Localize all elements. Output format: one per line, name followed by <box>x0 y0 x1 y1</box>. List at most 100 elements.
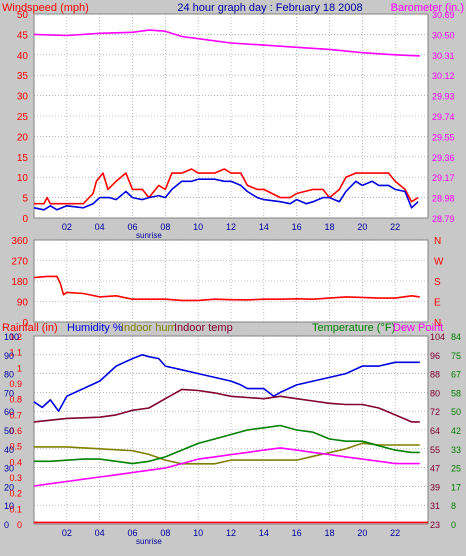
p3-rain-tick: 0.9 <box>9 379 22 389</box>
p3-legend-temperature: Temperature (°F) <box>312 322 395 334</box>
p3-humidity-tick: 90 <box>4 351 14 361</box>
p3-humidity-tick: 20 <box>4 482 14 492</box>
p3-x-tick-label: 02 <box>62 528 72 538</box>
p1-y-right-tick: 28.98 <box>432 194 455 204</box>
p1-y-left-tick: 45 <box>17 30 29 41</box>
p1-y-left-tick: 35 <box>17 71 29 82</box>
p2-y-left-tick: 360 <box>11 236 28 247</box>
p1-y-left-tick: 50 <box>17 10 29 21</box>
p3-legend-indoor-temp: Indoor temp <box>174 322 233 334</box>
p3-temp-tick: 33 <box>451 445 461 455</box>
p3-rain-label: Rainfall (in) <box>2 322 58 334</box>
p3-x-tick-label: 08 <box>160 528 170 538</box>
p3-temp-tick: 58 <box>451 388 461 398</box>
p3-rain-tick: 0.6 <box>9 426 22 436</box>
p3-x-tick-label: 18 <box>324 528 334 538</box>
p3-rain-tick: 1.2 <box>9 332 22 342</box>
p1-x-tick-label: 08 <box>160 222 170 232</box>
p1-y-right-tick: 30.12 <box>432 71 455 81</box>
p1-y-right-tick: 29.17 <box>432 173 455 183</box>
p2-y-left-tick: 90 <box>17 298 29 309</box>
p3-temp-tick: 25 <box>451 464 461 474</box>
p3-temp-tick: 0 <box>451 520 456 530</box>
p2-y-right-tick: N <box>434 236 441 247</box>
p3-sunrise-label: sunrise <box>136 537 162 546</box>
p3-indoor-temp-tick: 80 <box>430 388 440 398</box>
p1-y-right-tick: 28.79 <box>432 214 455 224</box>
p3-indoor-temp-tick: 88 <box>430 370 440 380</box>
p1-x-tick-label: 02 <box>62 222 72 232</box>
p1-x-tick-label: 14 <box>259 222 269 232</box>
p1-title: 24 hour graph day : February 18 2008 <box>177 2 362 14</box>
p1-y-left-tick: 5 <box>22 194 28 205</box>
p3-humidity-tick: 50 <box>4 426 14 436</box>
p3-rain-tick: 0 <box>17 520 22 530</box>
p3-rain-tick: 1.1 <box>9 348 22 358</box>
p1-y-right-tick: 30.50 <box>432 30 455 40</box>
p1-x-tick-label: 20 <box>357 222 367 232</box>
p1-x-tick-label: 12 <box>226 222 236 232</box>
p3-indoor-temp-tick: 23 <box>430 520 440 530</box>
p3-rain-tick: 0.4 <box>9 457 22 467</box>
p1-y-left-tick: 30 <box>17 92 29 103</box>
p3-rain-tick: 0.3 <box>9 473 22 483</box>
p1-y-right-tick: 29.93 <box>432 92 455 102</box>
p3-temp-tick: 50 <box>451 407 461 417</box>
p3-legend-indoor-hum: Indoor hum <box>121 322 177 334</box>
p1-y-right-tick: 30.31 <box>432 51 455 61</box>
p3-humidity-tick: 70 <box>4 388 14 398</box>
p3-humidity-tick: 40 <box>4 445 14 455</box>
p2-y-right-tick: E <box>434 298 441 309</box>
p3-indoor-temp-tick: 39 <box>430 482 440 492</box>
p3-rain-tick: 0.8 <box>9 395 22 405</box>
p3-humidity-tick: 80 <box>4 370 14 380</box>
p2-y-left-tick: 0 <box>22 318 28 329</box>
p3-x-tick-label: 22 <box>390 528 400 538</box>
p1-x-tick-label: 18 <box>324 222 334 232</box>
p3-series-line <box>33 353 420 413</box>
p3-humidity-tick: 100 <box>4 332 19 342</box>
p3-temp-tick: 75 <box>451 351 461 361</box>
p1-x-tick-label: 04 <box>95 222 105 232</box>
p3-x-tick-label: 10 <box>193 528 203 538</box>
p3-rain-tick: 0.2 <box>9 489 22 499</box>
p1-x-tick-label: 06 <box>127 222 137 232</box>
p3-temp-tick: 42 <box>451 426 461 436</box>
p3-series-line <box>33 447 420 487</box>
p3-humidity-tick: 60 <box>4 407 14 417</box>
p3-temp-tick: 84 <box>451 332 461 342</box>
p3-x-tick-label: 20 <box>357 528 367 538</box>
p1-x-tick-label: 22 <box>390 222 400 232</box>
p1-series-line <box>33 29 420 57</box>
p1-y-left-tick: 20 <box>17 132 29 143</box>
p1-y-right-tick: 29.36 <box>432 153 455 163</box>
p2-y-left-tick: 270 <box>11 257 28 268</box>
p3-indoor-temp-tick: 31 <box>430 501 440 511</box>
p3-temp-tick: 67 <box>451 370 461 380</box>
p1-x-tick-label: 16 <box>292 222 302 232</box>
p3-x-tick-label: 06 <box>127 528 137 538</box>
p3-x-tick-label: 16 <box>292 528 302 538</box>
p3-x-tick-label: 14 <box>259 528 269 538</box>
p3-humidity-tick: 10 <box>4 501 14 511</box>
p2-y-right-tick: S <box>434 277 441 288</box>
p1-y-left-tick: 10 <box>17 173 29 184</box>
p1-y-left-tick: 15 <box>17 153 29 164</box>
p1-y-right-tick: 29.74 <box>432 112 455 122</box>
p3-humidity-tick: 30 <box>4 464 14 474</box>
p1-series-line <box>33 178 419 211</box>
p3-indoor-temp-tick: 55 <box>430 445 440 455</box>
p1-series-line <box>34 168 419 205</box>
p3-humidity-tick: 0 <box>4 520 9 530</box>
p3-series-line <box>34 424 420 465</box>
p1-sunrise-label: sunrise <box>136 231 162 240</box>
p3-indoor-temp-tick: 104 <box>430 332 445 342</box>
p3-rain-tick: 0.7 <box>9 410 22 420</box>
p2-y-right-tick: N <box>434 318 441 329</box>
p2-y-left-tick: 180 <box>11 277 28 288</box>
p2-y-right-tick: W <box>434 257 444 268</box>
p3-indoor-temp-tick: 64 <box>430 426 440 436</box>
p1-y-right-tick: 30.69 <box>432 10 455 20</box>
p3-indoor-temp-tick: 47 <box>430 464 440 474</box>
